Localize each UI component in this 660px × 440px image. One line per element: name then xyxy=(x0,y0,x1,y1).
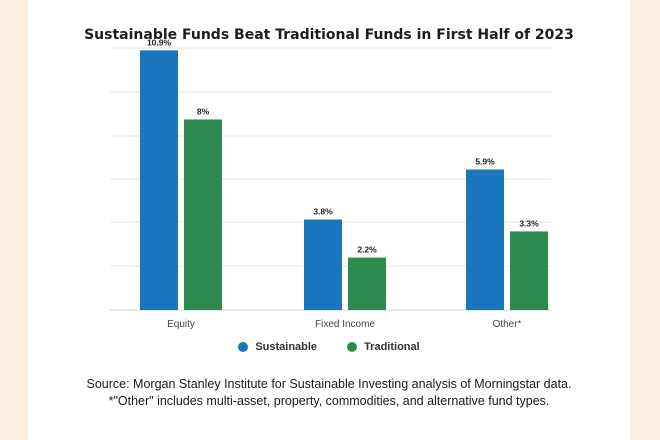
legend-swatch-sustainable xyxy=(238,342,249,352)
data-label-traditional-equity: 8% xyxy=(197,106,210,116)
x-tick-label-fixed-income: Fixed Income xyxy=(315,319,375,330)
bar-sustainable-other xyxy=(466,169,504,310)
data-label-sustainable-equity: 10.9% xyxy=(147,37,172,47)
source-text: Source: Morgan Stanley Institute for Sus… xyxy=(86,377,572,391)
data-label-traditional-other: 3.3% xyxy=(519,218,539,228)
legend-label-traditional: Traditional xyxy=(364,341,420,353)
legend-item-sustainable: Sustainable xyxy=(238,341,317,353)
data-labels-group: 10.9% 8% 3.8% 2.2% 5.9% 3.3% xyxy=(147,37,539,254)
data-label-sustainable-fixed-income: 3.8% xyxy=(313,206,333,216)
chart-title: Sustainable Funds Beat Traditional Funds… xyxy=(84,27,574,43)
bars-group xyxy=(140,50,548,311)
legend-label-sustainable: Sustainable xyxy=(255,341,318,353)
bar-traditional-fixed-income xyxy=(348,257,386,310)
bar-sustainable-fixed-income xyxy=(304,219,342,310)
data-label-traditional-fixed-income: 2.2% xyxy=(357,245,377,255)
x-tick-label-other: Other* xyxy=(493,319,522,330)
source-note: Source: Morgan Stanley Institute for Sus… xyxy=(28,376,630,410)
data-label-sustainable-other: 5.9% xyxy=(475,156,495,166)
legend-swatch-traditional xyxy=(347,342,358,352)
x-tick-labels-group: Equity Fixed Income Other* xyxy=(167,319,521,330)
bar-chart: 10.9% 8% 3.8% 2.2% 5.9% 3.3% Equity Fixed Inco… xyxy=(110,37,551,330)
legend: Sustainable Traditional xyxy=(28,341,630,353)
footnote-text: *"Other" includes multi-asset, property,… xyxy=(108,394,550,408)
bar-traditional-other xyxy=(510,231,548,310)
chart-card: Sustainable Funds Beat Traditional Funds… xyxy=(28,0,630,440)
legend-item-traditional: Traditional xyxy=(347,341,420,353)
x-tick-label-equity: Equity xyxy=(167,319,195,330)
bar-sustainable-equity xyxy=(140,50,178,311)
bar-traditional-equity xyxy=(184,119,222,310)
